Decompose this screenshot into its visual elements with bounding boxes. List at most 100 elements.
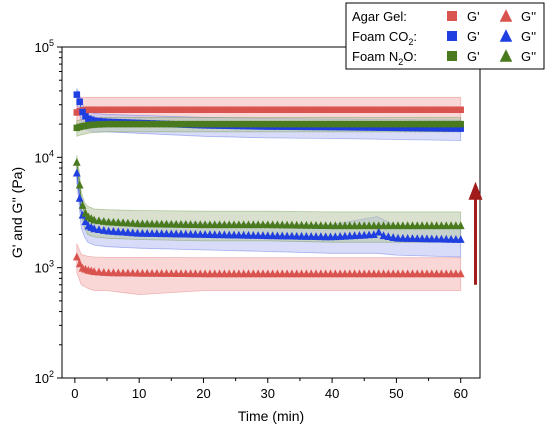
- marker-s3-67: [384, 232, 393, 241]
- marker-s2-66: [380, 124, 387, 131]
- marker-s0-58: [341, 106, 349, 113]
- marker-s0-69: [394, 106, 402, 113]
- marker-s0-64: [370, 106, 378, 113]
- marker-s4-50: [303, 120, 310, 128]
- x-tick-label: 10: [132, 386, 146, 401]
- marker-s0-19: [153, 106, 161, 113]
- marker-s2-67: [385, 124, 392, 132]
- marker-s4-8: [100, 120, 108, 128]
- marker-s0-48: [293, 106, 300, 113]
- marker-s5-82: [456, 221, 465, 230]
- legend-square-marker: [447, 31, 457, 41]
- y-tick-label: 102: [35, 369, 54, 386]
- marker-s4-77: [433, 120, 440, 128]
- marker-s1-1: [75, 259, 84, 268]
- marker-s4-9: [105, 120, 112, 128]
- marker-s0-20: [158, 106, 165, 113]
- marker-s4-34: [225, 120, 233, 128]
- y-tick-label: 105: [35, 38, 54, 55]
- marker-s4-14: [129, 120, 136, 128]
- legend-label: Agar Gel:: [352, 9, 407, 24]
- marker-s3-10: [109, 227, 118, 235]
- marker-s3-15: [133, 228, 142, 237]
- marker-s3-11: [114, 227, 123, 236]
- legend-gpp-label: G'': [521, 49, 536, 64]
- marker-s0-26: [187, 106, 194, 113]
- y-tick-label: 103: [35, 259, 54, 276]
- marker-s1-82: [456, 269, 465, 278]
- marker-s0-73: [414, 106, 421, 113]
- marker-s0-41: [259, 106, 267, 113]
- marker-s4-56: [332, 120, 339, 128]
- marker-s0-62: [360, 106, 368, 113]
- marker-s0-27: [192, 106, 199, 113]
- marker-s4-82: [457, 120, 464, 128]
- marker-s4-37: [240, 120, 247, 128]
- marker-s4-41: [259, 120, 267, 128]
- marker-s4-46: [283, 120, 291, 128]
- legend-square-marker: [447, 51, 457, 61]
- marker-s4-52: [312, 120, 320, 128]
- marker-s0-44: [274, 106, 281, 113]
- marker-s0-23: [172, 106, 180, 113]
- marker-s0-54: [322, 106, 329, 113]
- marker-s0-70: [399, 106, 407, 113]
- marker-s2-6: [90, 117, 98, 124]
- marker-s4-28: [197, 120, 204, 128]
- marker-s2-81: [452, 125, 460, 132]
- marker-s4-10: [110, 120, 117, 128]
- marker-s4-51: [307, 120, 315, 128]
- marker-s4-13: [124, 120, 132, 128]
- marker-s0-36: [235, 106, 243, 113]
- marker-s0-78: [438, 106, 445, 113]
- marker-s4-7: [95, 121, 103, 128]
- marker-s0-77: [433, 106, 440, 113]
- marker-s0-7: [95, 106, 103, 113]
- marker-s0-30: [206, 106, 214, 113]
- marker-s4-57: [336, 120, 344, 128]
- marker-s4-40: [254, 120, 262, 128]
- marker-s0-34: [225, 106, 233, 113]
- marker-s4-64: [370, 120, 378, 128]
- marker-s4-12: [119, 120, 127, 128]
- marker-s4-59: [346, 120, 354, 128]
- y-axis-label: G' and G'' (Pa): [9, 167, 25, 258]
- marker-s0-12: [119, 106, 127, 113]
- legend-label: Foam N2O:: [352, 49, 417, 67]
- marker-s4-6: [90, 121, 98, 128]
- marker-s4-70: [399, 120, 407, 128]
- marker-s0-33: [221, 106, 228, 113]
- marker-s5-15: [133, 219, 142, 228]
- x-tick-label: 30: [261, 386, 275, 401]
- marker-s0-18: [148, 106, 156, 113]
- marker-s4-53: [317, 120, 325, 128]
- marker-s2-61: [356, 124, 363, 131]
- marker-s3-82: [456, 235, 465, 243]
- marker-s2-75: [423, 124, 431, 132]
- marker-s2-73: [414, 124, 421, 132]
- marker-s0-74: [418, 106, 426, 113]
- marker-s2-62: [360, 124, 368, 131]
- marker-s0-68: [389, 106, 397, 113]
- legend-triangle-marker: [499, 29, 513, 42]
- marker-s0-21: [163, 106, 170, 113]
- marker-s2-82: [457, 125, 464, 132]
- legend: Agar Gel: G' G'' Foam CO2: G' G'' Foam N2O: G' G…: [345, 2, 545, 70]
- marker-s0-63: [365, 106, 373, 113]
- band-1: [76, 243, 462, 296]
- marker-s2-72: [409, 124, 416, 132]
- marker-s0-37: [240, 106, 247, 113]
- x-tick-label: 60: [453, 386, 467, 401]
- legend-triangle-marker: [499, 9, 513, 22]
- legend-box: [345, 2, 545, 70]
- marker-s4-67: [385, 120, 392, 128]
- marker-s4-18: [148, 120, 156, 128]
- marker-s0-66: [380, 106, 387, 113]
- marker-s0-11: [115, 106, 122, 113]
- marker-s5-2: [78, 201, 87, 209]
- marker-s0-46: [283, 106, 291, 113]
- marker-s0-15: [134, 106, 141, 113]
- marker-s0-14: [129, 106, 136, 113]
- marker-s4-60: [351, 120, 358, 128]
- marker-s0-50: [303, 106, 310, 113]
